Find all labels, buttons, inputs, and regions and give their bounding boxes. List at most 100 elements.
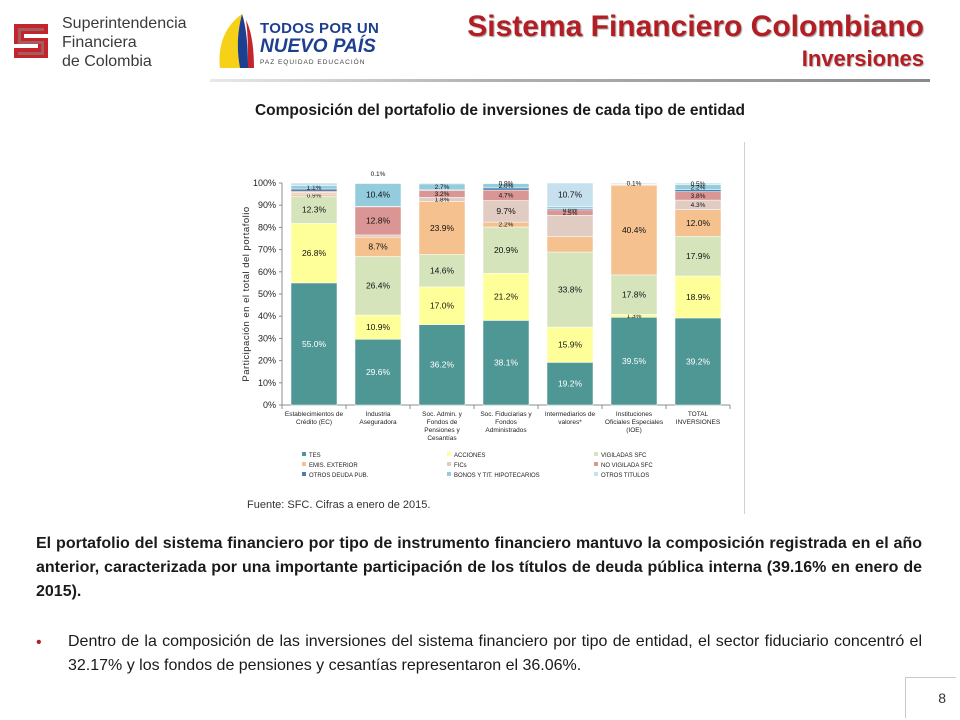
sfc-logo-icon — [14, 24, 48, 58]
x-tick-label: TOTAL — [688, 411, 709, 418]
data-label: 9.7% — [496, 206, 516, 216]
bar-segment — [290, 182, 338, 186]
data-label: 12.3% — [302, 205, 327, 215]
data-label: 17.0% — [430, 301, 455, 311]
data-label: 2.5% — [563, 210, 578, 217]
y-tick-label: 80% — [258, 222, 276, 232]
legend-label: TES — [309, 453, 321, 459]
data-label: 20.9% — [494, 245, 519, 255]
data-label: 10.4% — [366, 190, 391, 200]
data-label: 26.4% — [366, 281, 391, 291]
tpn-logo-line-1: TODOS POR UN — [260, 20, 380, 37]
legend-swatch — [302, 462, 306, 466]
data-label: 0.9% — [307, 192, 322, 199]
bar-segment — [674, 275, 722, 319]
data-label: 38.1% — [494, 358, 519, 368]
legend-label: EMIS. EXTERIOR — [309, 463, 358, 469]
data-label: 1.3% — [627, 313, 642, 320]
page-title: Sistema Financiero Colombiano — [467, 10, 924, 43]
x-tick-label: (IOE) — [626, 427, 642, 434]
bullet-text: Dentro de la composición de las inversio… — [68, 633, 922, 674]
bar-segment — [418, 182, 466, 185]
legend-label: BONOS Y TIT. HIPOTECARIOS — [454, 473, 540, 479]
x-tick-label: Cesantías — [427, 435, 457, 442]
legend-label: ACCIONES — [454, 453, 485, 459]
tpn-logo-line-2: NUEVO PAÍS — [260, 36, 376, 57]
page-number-box: 8 — [905, 677, 956, 718]
y-tick-label: 100% — [253, 178, 276, 188]
x-tick-label: Industria — [366, 411, 391, 418]
page-number: 8 — [938, 690, 946, 706]
bar-segment — [290, 192, 338, 195]
legend-label: FICs — [454, 463, 467, 469]
data-label: 12.8% — [366, 216, 391, 226]
bullet-icon: • — [36, 634, 42, 651]
bar-segment — [418, 254, 466, 288]
bar-segment — [546, 251, 594, 328]
sfc-logo-line-1: Superintendencia — [62, 15, 187, 32]
bar-segment — [546, 215, 594, 237]
x-tick-label: valores* — [558, 419, 582, 426]
x-tick-label: Soc. Fiduciarias y — [480, 411, 532, 418]
data-label: 29.6% — [366, 367, 391, 377]
data-label: 12.0% — [686, 218, 711, 228]
data-label: 17.8% — [622, 289, 647, 299]
legend-swatch — [594, 452, 598, 456]
bar-segment — [482, 273, 530, 321]
y-tick-label: 90% — [258, 200, 276, 210]
y-tick-label: 10% — [258, 378, 276, 388]
y-tick-label: 20% — [258, 356, 276, 366]
bar-segment — [418, 286, 466, 325]
bar-segment — [674, 317, 722, 406]
chart-frame — [232, 142, 745, 514]
legend-label: VIGILADAS SFC — [601, 453, 647, 459]
y-axis-label: Participación en el total del portafolio — [241, 206, 252, 381]
data-label: 3.8% — [691, 193, 706, 200]
legend-swatch — [594, 472, 598, 476]
data-label: 2.0% — [499, 183, 514, 190]
data-label: 33.8% — [558, 284, 583, 294]
bar-segment — [354, 256, 402, 316]
y-tick-label: 0% — [263, 400, 276, 410]
data-label: 19.2% — [558, 379, 583, 389]
tpn-logo: TODOS POR UN NUEVO PAÍS PAZ EQUIDAD EDUC… — [212, 10, 402, 74]
x-tick-label: Fondos — [495, 419, 517, 426]
legend-swatch — [302, 452, 306, 456]
data-label: 0.1% — [371, 171, 386, 178]
data-label: 39.5% — [622, 356, 647, 366]
x-tick-label: Soc. Admin. y — [422, 411, 462, 418]
sfc-logo-line-2: Financiera — [62, 34, 137, 51]
legend-swatch — [594, 462, 598, 466]
chart-source: Fuente: SFC. Cifras a enero de 2015. — [247, 499, 431, 511]
x-tick-label: Oficiales Especiales — [605, 419, 664, 426]
bar-segment — [610, 184, 658, 276]
data-label: 10.9% — [366, 322, 391, 332]
bar-segment — [546, 326, 594, 363]
summary-paragraph: El portafolio del sistema financiero por… — [36, 535, 922, 600]
data-label: 1.8% — [435, 197, 450, 204]
data-label: 55.0% — [302, 339, 327, 349]
y-tick-label: 70% — [258, 245, 276, 255]
bar-segment — [610, 182, 658, 184]
legend-label: OTROS TITULOS — [601, 473, 649, 479]
x-tick-label: Intermediarios de — [545, 411, 596, 418]
bar-segment — [354, 314, 402, 340]
colombia-flag-icon — [219, 14, 254, 68]
data-label: 2.2% — [499, 222, 514, 229]
bar-segment — [546, 206, 594, 209]
legend-label: NO VIGILADA SFC — [601, 463, 653, 469]
data-label: 23.9% — [430, 223, 455, 233]
bar-segment — [418, 324, 466, 406]
x-tick-label: Pensiones y — [424, 427, 460, 434]
legend-swatch — [302, 472, 306, 476]
data-label: 26.8% — [302, 248, 327, 258]
bar-segment — [674, 236, 722, 277]
bar-segment — [354, 339, 402, 406]
sfc-logo: Superintendencia Financiera de Colombia — [8, 10, 198, 72]
tpn-logo-line-3: PAZ EQUIDAD EDUCACIÓN — [260, 59, 366, 66]
data-label: 2.2% — [691, 184, 706, 191]
x-tick-label: Establecimientos de — [285, 411, 344, 418]
data-label: 14.6% — [430, 266, 455, 276]
bar-segment — [290, 195, 338, 224]
bar-segment — [610, 317, 658, 406]
